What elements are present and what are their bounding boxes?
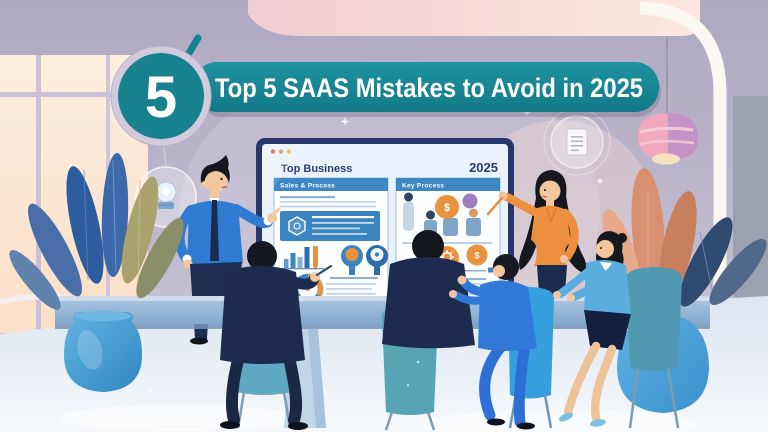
seated-man-center-suit [382,257,475,349]
presenter-man-hair [200,155,230,184]
presenter-man-face [203,168,227,192]
lamp-bulb-glow [652,153,680,165]
chair-woman [625,267,683,429]
screen-title: Top Business [281,163,352,175]
right-card-title: Key Process [402,183,444,190]
pen-icon [315,264,333,277]
money-circle [435,195,459,219]
seated-man-left-head [247,241,277,271]
presenter-man-tie [210,200,219,261]
vase-left [64,311,142,392]
seated-woman [553,231,683,429]
plant-left [9,153,184,310]
ceiling-band [248,0,700,36]
money-symbol: $ [444,202,450,214]
left-card-title: Sales & Process [280,183,335,190]
shoe [559,412,573,422]
shoe-2 [590,419,606,427]
document-icon [543,108,611,176]
seated-man-center [381,230,475,431]
bar-chart-icon [282,246,324,270]
window-frame-vertical [36,55,41,333]
seated-man-left-suit [220,266,305,364]
presenter-woman-face [539,180,561,202]
presenter-woman [486,170,587,310]
pointer-pencil [486,196,504,216]
window-frame-horizontal [0,92,148,97]
money-symbol-2: $ [474,251,479,261]
seated-woman-blouse [584,259,631,317]
window-dots [270,149,292,154]
seated-man-left [220,241,333,430]
title-banner: Top 5 SAAS Mistakes to Avoid in 2025 [193,62,661,117]
badge-number: 5 [145,65,177,130]
seated-man-center-head [412,230,444,262]
badge-circles-left [341,245,388,275]
pencil-icon [313,246,318,270]
seated-man-blue-shirt [478,280,537,351]
slide-card-left: Sales & Process [273,177,389,307]
number-badge: 5 [110,34,212,147]
seated-woman-skirt [584,310,631,350]
hexagon-badge-icon [280,211,380,241]
seated-woman-face [596,240,614,258]
seated-man-blue [449,254,555,430]
screen-year: 2025 [469,160,498,175]
presenter-woman-blazer [531,205,571,266]
pendant-lamp [637,38,699,165]
banner-title: Top 5 SAAS Mistakes to Avoid in 2025 [215,73,643,103]
